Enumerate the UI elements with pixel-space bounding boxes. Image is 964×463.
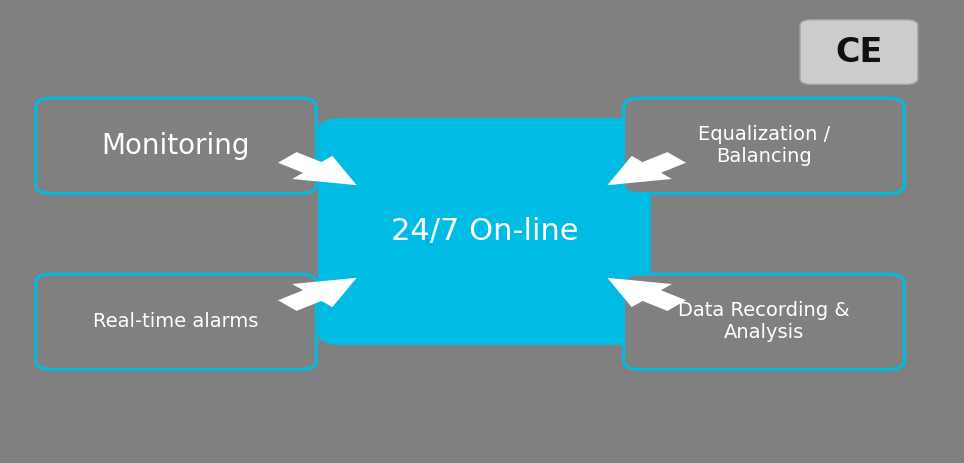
- FancyBboxPatch shape: [36, 98, 316, 194]
- Text: Monitoring: Monitoring: [101, 132, 251, 160]
- Text: CE: CE: [835, 36, 883, 69]
- Polygon shape: [607, 152, 686, 185]
- FancyBboxPatch shape: [36, 274, 316, 369]
- FancyBboxPatch shape: [800, 20, 918, 84]
- Polygon shape: [278, 278, 357, 311]
- Text: Data Recording &
Analysis: Data Recording & Analysis: [678, 301, 850, 342]
- Text: Equalization /
Balancing: Equalization / Balancing: [698, 125, 830, 166]
- Polygon shape: [607, 278, 686, 311]
- FancyBboxPatch shape: [624, 98, 904, 194]
- FancyBboxPatch shape: [624, 274, 904, 369]
- Text: Real-time alarms: Real-time alarms: [94, 312, 258, 332]
- Text: 24/7 On-line: 24/7 On-line: [390, 217, 578, 246]
- FancyBboxPatch shape: [318, 118, 651, 345]
- Polygon shape: [278, 152, 357, 185]
